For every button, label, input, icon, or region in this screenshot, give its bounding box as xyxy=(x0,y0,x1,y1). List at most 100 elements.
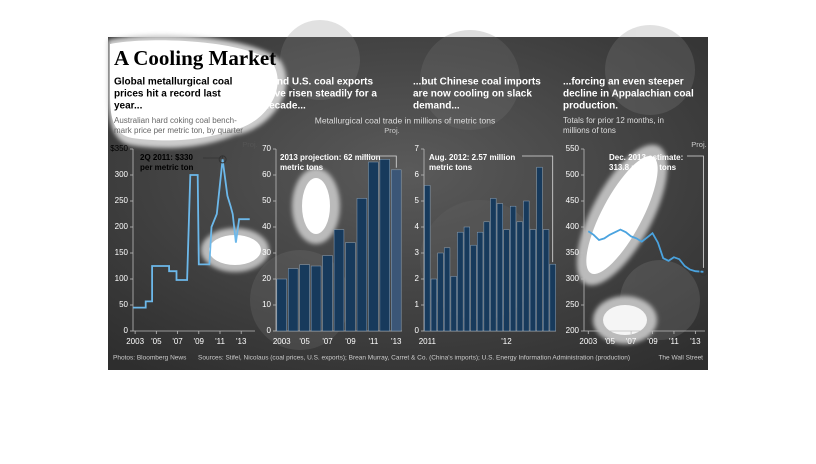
annotation: Aug. 2012: 2.57 million xyxy=(429,153,515,162)
y-tick-label: 5 xyxy=(415,196,420,205)
bar xyxy=(437,252,444,332)
bar xyxy=(543,229,550,332)
title: A Cooling Market xyxy=(114,46,276,70)
x-tick-label: '11 xyxy=(669,337,679,346)
x-tick-label: '09 xyxy=(345,337,356,346)
leader-line xyxy=(203,155,224,159)
x-tick-label: '09 xyxy=(194,337,205,346)
panel-heading: ...but Chinese coal imports xyxy=(413,77,541,88)
x-tick-label: 2003 xyxy=(273,337,291,346)
x-tick-label: '05 xyxy=(604,337,615,346)
y-tick-label: 30 xyxy=(262,248,271,257)
leader-line xyxy=(362,155,397,168)
credit: The Wall Street xyxy=(658,355,703,362)
y-tick-label: 2 xyxy=(415,274,420,283)
annotation: 2013 projection: 62 million xyxy=(280,153,381,162)
y-tick-label: 7 xyxy=(415,144,420,153)
x-tick-label: '09 xyxy=(647,337,658,346)
bar xyxy=(333,229,345,332)
bar xyxy=(457,231,464,332)
bar xyxy=(345,242,356,332)
x-tick-label: '13 xyxy=(690,337,701,346)
x-tick-label: '11 xyxy=(215,337,225,346)
leader-line xyxy=(687,155,704,268)
annotation: per metric ton xyxy=(140,163,193,172)
panel-heading: year... xyxy=(114,101,143,112)
bar xyxy=(310,265,322,332)
x-tick-label: '05 xyxy=(151,337,162,346)
bar xyxy=(529,229,536,332)
y-tick-label: 100 xyxy=(115,274,129,283)
proj-label: Proj. xyxy=(242,140,257,149)
panel-heading: ...forcing an even steeper xyxy=(563,77,684,88)
shared-label: Metallurgical coal trade in millions of … xyxy=(315,115,495,125)
y-tick-label: 500 xyxy=(566,170,580,179)
y-tick-label: 300 xyxy=(115,170,129,179)
y-tick-label: 200 xyxy=(566,326,580,335)
x-tick-label: '07 xyxy=(626,337,637,346)
y-tick-label: 400 xyxy=(566,222,580,231)
bar xyxy=(368,161,379,332)
x-tick-label: '07 xyxy=(172,337,183,346)
bar xyxy=(496,203,503,332)
panel-heading: decade... xyxy=(263,101,306,112)
bar xyxy=(444,247,451,332)
y-tick-label: 250 xyxy=(566,300,580,309)
annotation: metric tons xyxy=(429,163,473,172)
panel-subtitle: Totals for prior 12 months, in xyxy=(563,116,664,125)
bar xyxy=(483,221,490,332)
bar xyxy=(430,278,437,332)
annotation: 2Q 2011: $330 xyxy=(140,153,193,162)
proj-label: Proj. xyxy=(384,126,399,135)
panel-subtitle: millions of tons xyxy=(563,126,616,135)
bar xyxy=(424,185,431,332)
y-tick-label: 300 xyxy=(566,274,580,283)
bar xyxy=(549,263,556,332)
y-tick-label: 50 xyxy=(119,300,128,309)
x-tick-label: 2003 xyxy=(579,337,597,346)
photo-credit: Photos: Bloomberg News xyxy=(113,355,187,362)
y-tick-label: 20 xyxy=(262,274,271,283)
y-tick-label: 200 xyxy=(115,222,129,231)
bar xyxy=(536,166,543,332)
annotation: 313.8 million tons xyxy=(609,163,677,172)
bar xyxy=(276,278,287,332)
y-tick-label: 150 xyxy=(115,248,129,257)
y-tick-label: $350 xyxy=(110,144,128,153)
panel-heading: prices hit a record last xyxy=(114,89,221,100)
y-tick-label: 350 xyxy=(566,248,580,257)
bar xyxy=(322,255,333,332)
bar xyxy=(503,229,510,332)
y-tick-label: 6 xyxy=(415,170,420,179)
sources: Sources: Stifel, Nicolaus (coal prices, … xyxy=(198,355,630,362)
panel-heading: Global metallurgical coal xyxy=(114,77,233,88)
panel-heading: have risen steadily for a xyxy=(263,89,377,100)
bar xyxy=(516,221,523,332)
bar xyxy=(450,276,457,332)
overlay-blobs xyxy=(108,35,668,344)
x-tick-label: '05 xyxy=(299,337,310,346)
x-tick-label: '13 xyxy=(236,337,247,346)
y-tick-label: 0 xyxy=(415,326,420,335)
x-tick-label: '12 xyxy=(501,337,512,346)
bar xyxy=(477,231,484,332)
panel-heading: demand... xyxy=(413,101,460,112)
panel-heading: decline in Appalachian coal xyxy=(563,89,694,100)
y-tick-label: 10 xyxy=(262,300,271,309)
bar xyxy=(490,198,497,332)
panel-subtitle: mark price per metric ton, by quarter xyxy=(114,126,243,135)
leader-line xyxy=(522,155,554,263)
y-tick-label: 70 xyxy=(262,144,271,153)
highlight-point xyxy=(699,267,708,276)
x-tick-label: 2011 xyxy=(419,337,437,346)
bar xyxy=(288,268,299,332)
y-tick-label: 1 xyxy=(415,300,420,309)
y-tick-label: 60 xyxy=(262,170,271,179)
bar xyxy=(391,169,402,332)
bar xyxy=(510,205,517,332)
annotation: Dec. 2013 estimate: xyxy=(609,153,683,162)
x-tick-label: 2003 xyxy=(126,337,144,346)
x-tick-label: '07 xyxy=(322,337,333,346)
